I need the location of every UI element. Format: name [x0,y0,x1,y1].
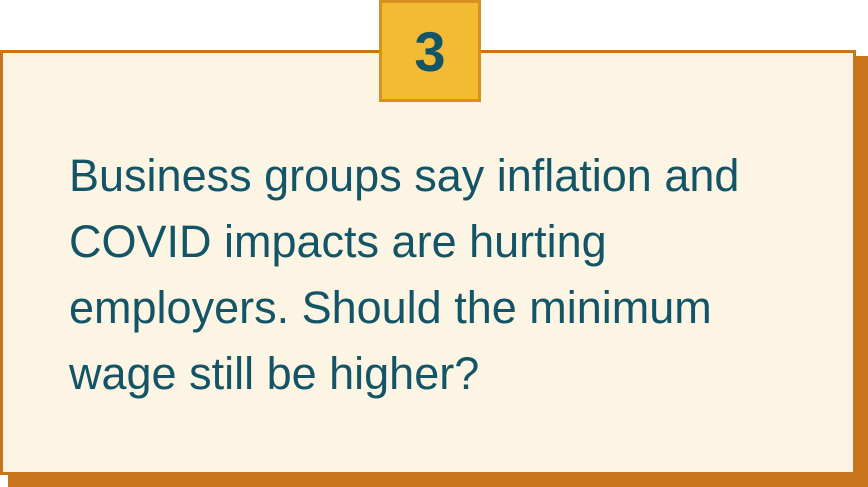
question-card [0,50,856,475]
badge-number: 3 [414,20,446,83]
question-text: Business groups say inflation and COVID … [69,150,740,399]
number-badge: 3 [379,0,481,102]
